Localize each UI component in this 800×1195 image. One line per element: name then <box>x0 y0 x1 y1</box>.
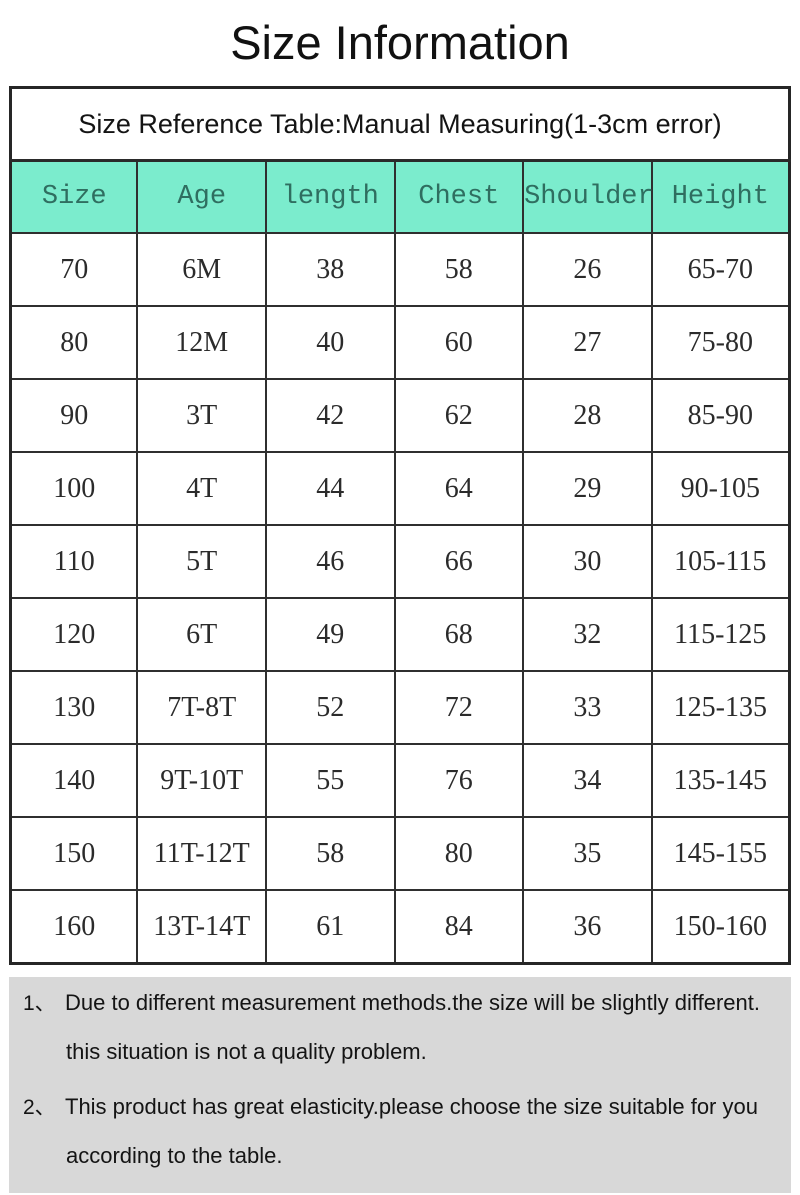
note-item: 2、 This product has great elasticity.plea… <box>9 1083 791 1180</box>
table-cell: 11T-12T <box>136 816 267 891</box>
table-row: 80 12M 40 60 27 75-80 <box>9 305 791 380</box>
table-cell: 61 <box>265 889 396 965</box>
note-marker: 1、 <box>23 992 56 1015</box>
table-cell: 85-90 <box>650 378 791 453</box>
table-cell: 130 <box>9 670 139 745</box>
column-header-length: length <box>265 159 396 234</box>
table-cell: 6T <box>136 597 267 672</box>
table-cell: 46 <box>265 524 396 599</box>
table-cell: 13T-14T <box>136 889 267 965</box>
table-cell: 42 <box>265 378 396 453</box>
note-item: 1、 Due to different measurement methods.t… <box>9 979 791 1076</box>
table-cell: 35 <box>522 816 653 891</box>
table-row: 100 4T 44 64 29 90-105 <box>9 451 791 526</box>
table-row: 70 6M 38 58 26 65-70 <box>9 232 791 307</box>
table-cell: 90-105 <box>650 451 791 526</box>
column-header-chest: Chest <box>393 159 525 234</box>
table-cell: 32 <box>522 597 653 672</box>
table-caption-row: Size Reference Table:Manual Measuring(1-… <box>9 86 791 162</box>
table-cell: 7T-8T <box>136 670 267 745</box>
table-cell: 140 <box>9 743 139 818</box>
table-row: 120 6T 49 68 32 115-125 <box>9 597 791 672</box>
table-cell: 70 <box>9 232 139 307</box>
table-cell: 3T <box>136 378 267 453</box>
table-cell: 4T <box>136 451 267 526</box>
table-cell: 58 <box>265 816 396 891</box>
column-header-height: Height <box>650 159 791 234</box>
table-cell: 60 <box>393 305 525 380</box>
note-line: 1、 Due to different measurement methods.t… <box>9 979 791 1028</box>
table-cell: 40 <box>265 305 396 380</box>
table-cell: 64 <box>393 451 525 526</box>
note-line: 2、 This product has great elasticity.plea… <box>9 1083 791 1132</box>
table-cell: 80 <box>9 305 139 380</box>
note-line: this situation is not a quality problem. <box>9 1028 791 1076</box>
table-cell: 29 <box>522 451 653 526</box>
size-reference-table: Size Reference Table:Manual Measuring(1-… <box>9 86 791 965</box>
table-cell: 34 <box>522 743 653 818</box>
table-cell: 38 <box>265 232 396 307</box>
note-line: according to the table. <box>9 1132 791 1180</box>
table-cell: 84 <box>393 889 525 965</box>
column-header-shoulder: Shoulder <box>522 159 654 234</box>
table-cell: 36 <box>522 889 653 965</box>
table-row: 150 11T-12T 58 80 35 145-155 <box>9 816 791 891</box>
table-cell: 65-70 <box>650 232 791 307</box>
table-cell: 75-80 <box>650 305 791 380</box>
table-cell: 110 <box>9 524 139 599</box>
table-cell: 76 <box>393 743 525 818</box>
table-cell: 125-135 <box>650 670 791 745</box>
table-cell: 66 <box>393 524 525 599</box>
table-cell: 52 <box>265 670 396 745</box>
table-cell: 44 <box>265 451 396 526</box>
table-cell: 80 <box>393 816 525 891</box>
table-cell: 9T-10T <box>136 743 267 818</box>
table-cell: 105-115 <box>650 524 791 599</box>
table-cell: 12M <box>136 305 267 380</box>
table-cell: 115-125 <box>650 597 791 672</box>
column-header-age: Age <box>136 159 267 234</box>
note-text: This product has great elasticity.please… <box>65 1094 758 1119</box>
table-row: 160 13T-14T 61 84 36 150-160 <box>9 889 791 965</box>
note-text: Due to different measurement methods.the… <box>65 990 760 1015</box>
table-cell: 26 <box>522 232 653 307</box>
table-cell: 55 <box>265 743 396 818</box>
notes-section: 1、 Due to different measurement methods.t… <box>9 977 791 1193</box>
table-caption: Size Reference Table:Manual Measuring(1-… <box>9 86 791 162</box>
note-text: this situation is not a quality problem. <box>66 1039 427 1064</box>
table-cell: 33 <box>522 670 653 745</box>
note-marker: 2、 <box>23 1096 56 1119</box>
table-cell: 5T <box>136 524 267 599</box>
table-cell: 27 <box>522 305 653 380</box>
table-cell: 100 <box>9 451 139 526</box>
column-header-size: Size <box>9 159 139 234</box>
table-cell: 58 <box>393 232 525 307</box>
table-cell: 160 <box>9 889 139 965</box>
table-body: 70 6M 38 58 26 65-70 80 12M 40 60 27 75-80 90 3T 42 62 2… <box>9 232 791 965</box>
table-row: 140 9T-10T 55 76 34 135-145 <box>9 743 791 818</box>
table-cell: 62 <box>393 378 525 453</box>
table-cell: 150-160 <box>650 889 791 965</box>
table-header-row: Size Age length Chest Shoulder Height <box>9 159 791 234</box>
table-cell: 72 <box>393 670 525 745</box>
table-cell: 30 <box>522 524 653 599</box>
table-cell: 145-155 <box>650 816 791 891</box>
table-cell: 6M <box>136 232 267 307</box>
table-row: 130 7T-8T 52 72 33 125-135 <box>9 670 791 745</box>
table-cell: 68 <box>393 597 525 672</box>
note-text: according to the table. <box>66 1143 283 1168</box>
table-row: 110 5T 46 66 30 105-115 <box>9 524 791 599</box>
table-cell: 28 <box>522 378 653 453</box>
table-cell: 150 <box>9 816 139 891</box>
table-cell: 135-145 <box>650 743 791 818</box>
table-cell: 90 <box>9 378 139 453</box>
table-row: 90 3T 42 62 28 85-90 <box>9 378 791 453</box>
page-title: Size Information <box>230 16 570 69</box>
table-cell: 120 <box>9 597 139 672</box>
table-cell: 49 <box>265 597 396 672</box>
